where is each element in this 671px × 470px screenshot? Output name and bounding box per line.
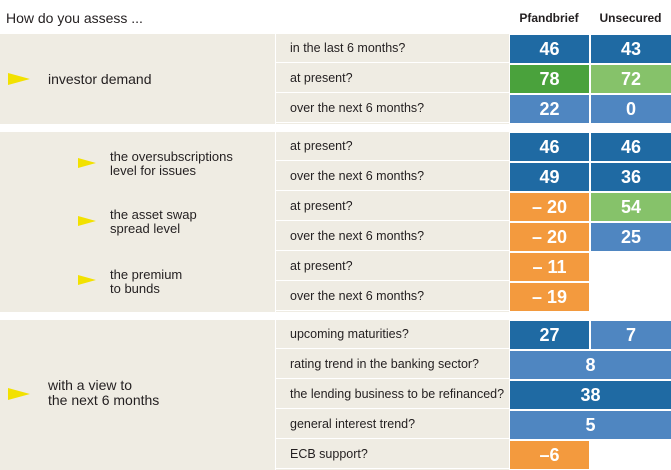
question-row: over the next 6 months? [276,282,509,311]
value-cell-unsecured: 36 [591,163,671,191]
column-header-pfandbrief: Pfandbrief [519,11,579,25]
topic-oversubscriptions-line1: the oversubscriptions [110,149,233,164]
topic-premium-line2: to bunds [110,281,160,296]
question-row: over the next 6 months? [276,94,509,123]
group-band-view [0,320,509,470]
topic-asset-swap-line2: spread level [110,221,181,236]
value-cell-unsecured: 54 [591,193,671,221]
value-cell-combined: 5 [510,411,671,439]
value-cell-unsecured: 7 [591,321,671,349]
arrow-icon [78,275,96,285]
question-row: at present? [276,192,509,221]
topic-premium-line1: the premium [110,267,183,282]
question-row: at present? [276,132,509,161]
question-text: in the last 6 months? [290,41,406,55]
column-divider [275,34,276,470]
value-cell-unsecured: 0 [591,95,671,123]
question-text: the lending business to be refinanced? [290,387,505,401]
question-text: over the next 6 months? [290,169,425,183]
value-cell-pfandbrief: – 19 [510,283,589,311]
topic-asset-swap-line1: the asset swap [110,207,197,222]
question-text: at present? [290,139,353,153]
question-row: at present? [276,64,509,93]
column-header-unsecured: Unsecured [599,11,662,25]
question-row: the lending business to be refinanced? [276,380,509,409]
question-text: general interest trend? [290,417,416,431]
value-cell-pfandbrief: – 11 [510,253,589,281]
question-row: in the last 6 months? [276,34,509,63]
topic-view: with a view to the next 6 months [48,378,159,408]
question-text: at present? [290,259,353,273]
group-band-investor-demand [0,34,509,124]
topic-view-line2: the next 6 months [48,392,160,408]
value-cell-combined: 38 [510,381,671,409]
topic-view-line1: with a view to [48,377,133,393]
question-text: upcoming maturities? [290,327,409,341]
value-cell-pfandbrief: 78 [510,65,589,93]
arrow-icon [8,388,30,400]
question-text: at present? [290,71,353,85]
value-cell-combined: 8 [510,351,671,379]
value-cell-unsecured: 72 [591,65,671,93]
question-text: over the next 6 months? [290,229,425,243]
arrow-icon [78,158,96,168]
question-row: at present? [276,252,509,281]
topic-oversubscriptions-line2: level for issues [110,163,196,178]
question-row: upcoming maturities? [276,320,509,349]
topic-investor-demand: investor demand [48,71,152,87]
value-cell-pfandbrief: – 20 [510,193,589,221]
value-cell-unsecured: 46 [591,133,671,161]
value-cell-pfandbrief: 22 [510,95,589,123]
value-cell-pfandbrief: –6 [510,441,589,469]
value-cell-unsecured: 43 [591,35,671,63]
question-text: at present? [290,199,353,213]
value-cell-pfandbrief: 46 [510,35,589,63]
topic-oversubscriptions: the oversubscriptions level for issues [110,150,233,178]
question-text: over the next 6 months? [290,101,425,115]
question-row: rating trend in the banking sector? [276,350,509,379]
value-cell-pfandbrief: 27 [510,321,589,349]
question-row: over the next 6 months? [276,222,509,251]
topic-asset-swap: the asset swap spread level [110,208,197,236]
value-cell-pfandbrief: 46 [510,133,589,161]
question-text: over the next 6 months? [290,289,425,303]
value-cell-unsecured: 25 [591,223,671,251]
page-title: How do you assess ... [6,10,143,26]
question-text: ECB support? [290,447,368,461]
question-row: ECB support? [276,440,509,469]
value-cell-pfandbrief: 49 [510,163,589,191]
value-cell-pfandbrief: – 20 [510,223,589,251]
topic-premium: the premium to bunds [110,268,182,296]
question-text: rating trend in the banking sector? [290,357,480,371]
arrow-icon [78,216,96,226]
arrow-icon [8,73,30,85]
question-row: over the next 6 months? [276,162,509,191]
question-row: general interest trend? [276,410,509,439]
